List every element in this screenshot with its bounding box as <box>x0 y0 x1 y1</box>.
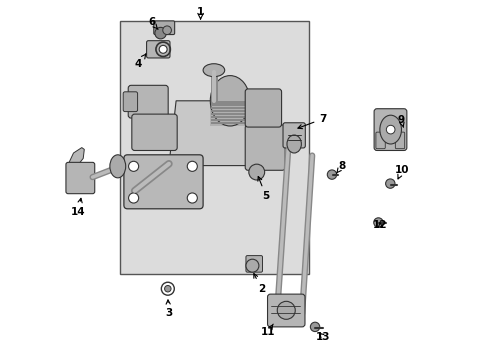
Ellipse shape <box>310 322 319 332</box>
Ellipse shape <box>161 282 174 295</box>
Polygon shape <box>68 148 84 193</box>
FancyBboxPatch shape <box>153 21 174 35</box>
Text: 5: 5 <box>257 176 269 201</box>
Ellipse shape <box>155 27 166 39</box>
Text: 8: 8 <box>336 161 346 174</box>
Text: 12: 12 <box>372 220 386 230</box>
FancyBboxPatch shape <box>373 109 406 150</box>
Ellipse shape <box>210 76 249 126</box>
Bar <box>211 113 249 115</box>
Ellipse shape <box>128 193 139 203</box>
Bar <box>211 102 249 104</box>
Polygon shape <box>168 101 273 166</box>
Text: 10: 10 <box>394 165 408 179</box>
Text: 6: 6 <box>148 17 158 30</box>
Bar <box>120 21 309 274</box>
Bar <box>211 107 249 109</box>
FancyBboxPatch shape <box>244 125 285 170</box>
FancyBboxPatch shape <box>66 162 95 194</box>
Bar <box>210 101 249 126</box>
Ellipse shape <box>164 285 171 292</box>
FancyBboxPatch shape <box>146 41 170 58</box>
FancyBboxPatch shape <box>375 132 385 149</box>
Ellipse shape <box>187 161 197 171</box>
Bar <box>211 122 249 124</box>
FancyBboxPatch shape <box>123 155 203 209</box>
FancyBboxPatch shape <box>128 85 168 118</box>
Bar <box>211 119 249 121</box>
Bar <box>211 104 249 107</box>
Bar <box>211 116 249 118</box>
Ellipse shape <box>203 64 224 77</box>
FancyBboxPatch shape <box>123 92 137 112</box>
Ellipse shape <box>386 125 394 134</box>
Text: 14: 14 <box>71 198 85 217</box>
FancyBboxPatch shape <box>394 132 404 149</box>
FancyBboxPatch shape <box>132 114 177 150</box>
Ellipse shape <box>379 115 401 144</box>
Ellipse shape <box>277 301 295 319</box>
Ellipse shape <box>110 155 125 178</box>
Ellipse shape <box>159 45 167 53</box>
Text: 9: 9 <box>397 114 404 127</box>
FancyBboxPatch shape <box>283 123 305 148</box>
Ellipse shape <box>373 218 382 227</box>
Text: 11: 11 <box>260 324 275 337</box>
Ellipse shape <box>163 26 171 35</box>
FancyBboxPatch shape <box>267 294 305 327</box>
Text: 1: 1 <box>197 6 204 17</box>
Ellipse shape <box>187 193 197 203</box>
Ellipse shape <box>248 164 264 180</box>
Text: 3: 3 <box>164 300 172 318</box>
Text: 7: 7 <box>297 114 326 129</box>
Text: 13: 13 <box>315 332 329 342</box>
Text: 2: 2 <box>253 274 264 294</box>
Ellipse shape <box>245 259 258 272</box>
Text: 4: 4 <box>134 54 145 69</box>
Ellipse shape <box>128 161 139 171</box>
FancyBboxPatch shape <box>245 256 262 272</box>
FancyBboxPatch shape <box>244 89 281 127</box>
Ellipse shape <box>385 179 394 188</box>
Ellipse shape <box>286 135 301 153</box>
Ellipse shape <box>326 170 336 179</box>
Bar <box>211 110 249 112</box>
